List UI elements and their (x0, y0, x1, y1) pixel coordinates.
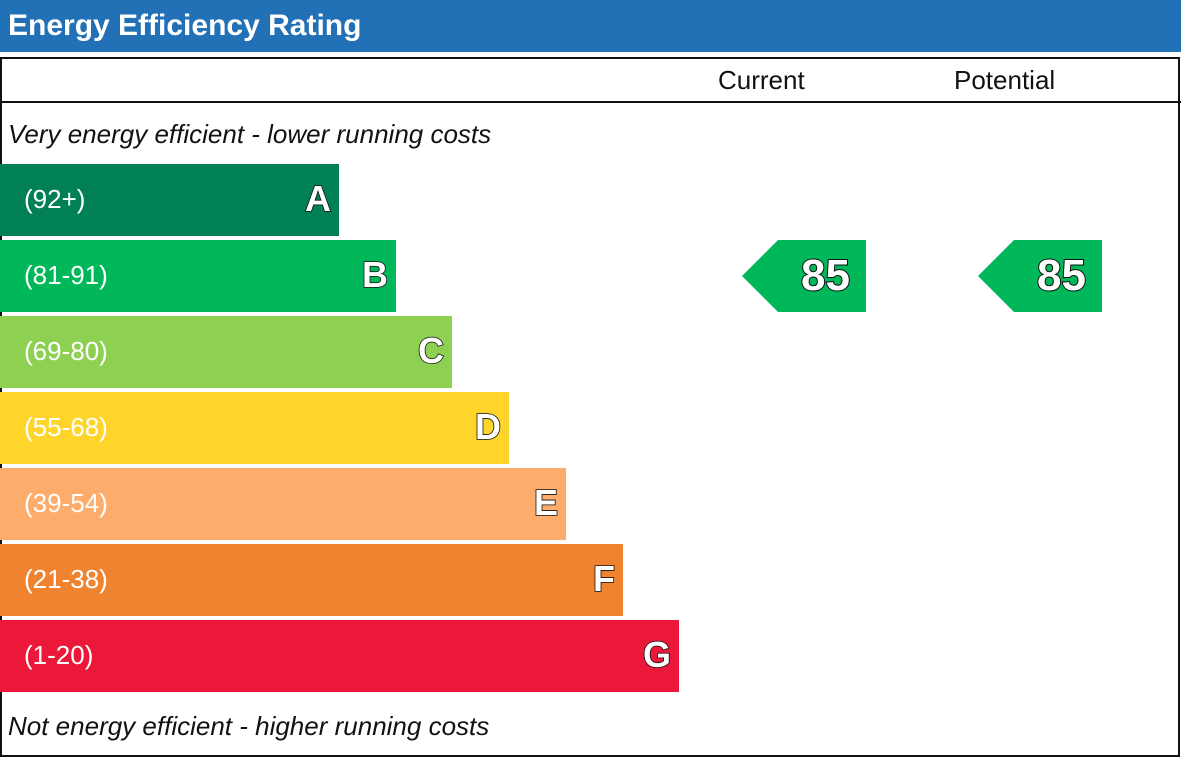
band-d: (55-68) D (0, 392, 509, 464)
band-f-letter: F (592, 557, 616, 600)
band-g: (1-20) G (0, 620, 679, 692)
band-e: (39-54) E (0, 468, 566, 540)
current-column-header: Current (718, 65, 805, 95)
band-d-letter: D (474, 405, 502, 448)
band-b: (81-91) B (0, 240, 396, 312)
band-b-letter: B (361, 253, 389, 296)
potential-rating-arrow: 85 (978, 240, 1102, 312)
current-rating-arrow: 85 (742, 240, 866, 312)
band-c-letter: C (417, 329, 445, 372)
current-rating-value: 85 (800, 251, 851, 301)
inefficient-note: Not energy efficient - higher running co… (8, 711, 490, 741)
band-d-range: (55-68) (24, 412, 108, 442)
header-bar: Energy Efficiency Rating (0, 0, 1181, 52)
band-e-letter: E (533, 481, 559, 524)
potential-column-header: Potential (954, 65, 1056, 95)
band-f-range: (21-38) (24, 564, 108, 594)
efficient-note: Very energy efficient - lower running co… (8, 119, 492, 149)
band-c-range: (69-80) (24, 336, 108, 366)
band-g-letter: G (642, 633, 672, 676)
column-header-divider (0, 101, 1181, 103)
band-g-range: (1-20) (24, 640, 94, 670)
band-b-range: (81-91) (24, 260, 108, 290)
band-a: (92+) A (0, 164, 339, 236)
band-a-range: (92+) (24, 184, 86, 214)
band-a-letter: A (304, 177, 332, 220)
potential-rating-value: 85 (1036, 251, 1087, 301)
band-f: (21-38) F (0, 544, 623, 616)
band-e-range: (39-54) (24, 488, 108, 518)
band-c: (69-80) C (0, 316, 452, 388)
chart-title: Energy Efficiency Rating (8, 9, 362, 42)
